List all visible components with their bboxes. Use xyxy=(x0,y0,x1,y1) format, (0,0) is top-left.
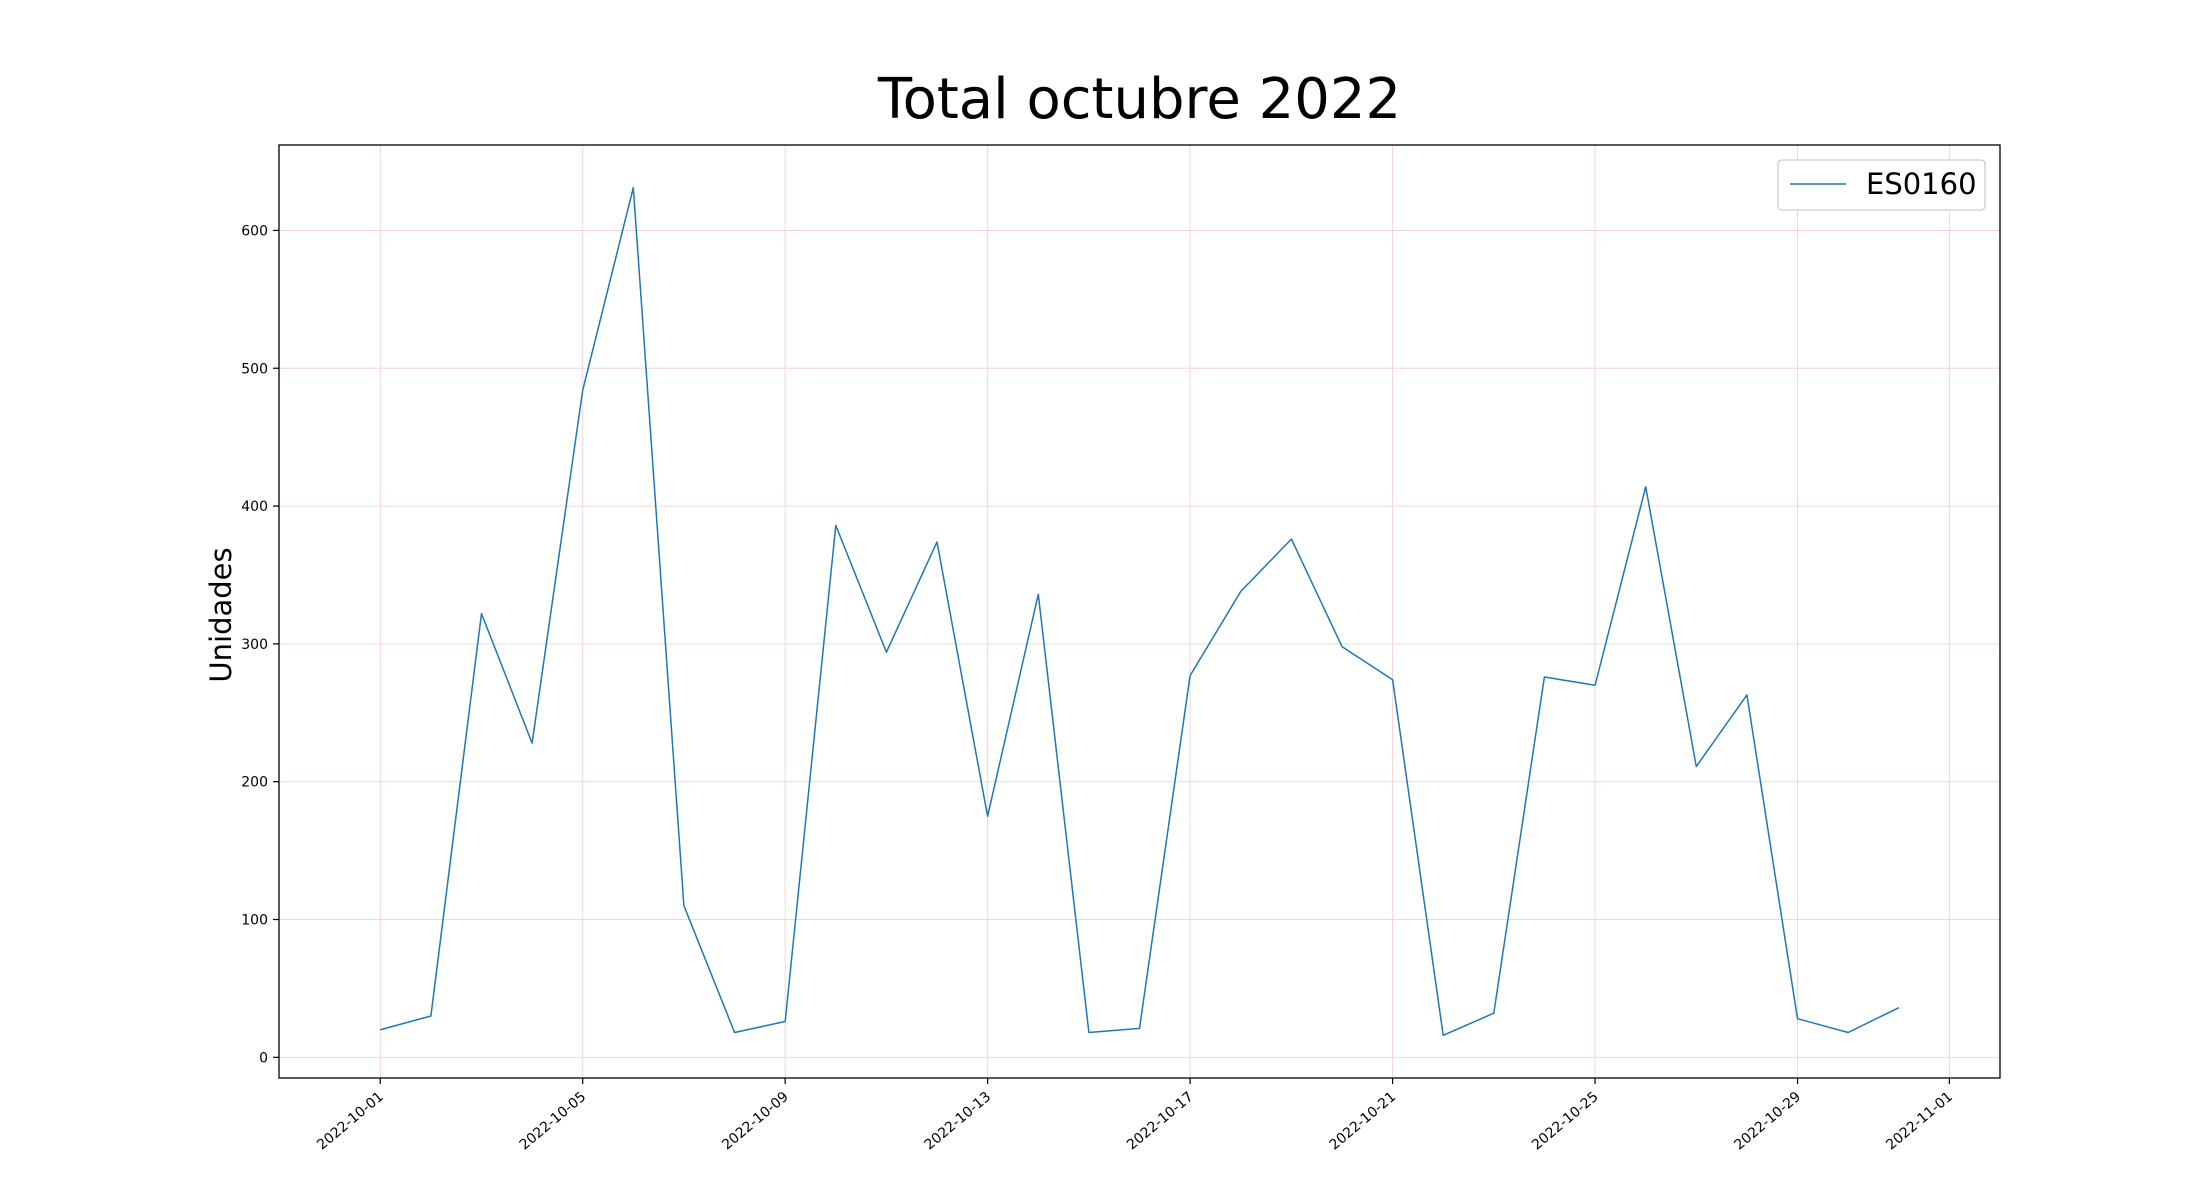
y-axis: 0 100 200 300 400 500 600 xyxy=(241,223,279,1066)
y-tick-label: 0 xyxy=(259,1050,268,1066)
y-tick-label: 600 xyxy=(241,223,268,239)
x-tick-label: 2022-10-05 xyxy=(517,1089,590,1154)
series-line xyxy=(380,186,1900,1037)
y-tick-label: 200 xyxy=(241,775,268,791)
y-tick-label: 100 xyxy=(241,913,268,929)
legend-label: ES0160 xyxy=(1866,167,1977,201)
y-tick-label: 500 xyxy=(241,361,268,377)
legend-box xyxy=(1777,159,1986,211)
x-tick-label: 2022-11-01 xyxy=(1883,1089,1956,1154)
x-tick-label: 2022-10-01 xyxy=(314,1089,387,1154)
x-tick-label: 2022-10-25 xyxy=(1529,1089,1602,1154)
legend: ES0160 xyxy=(1777,159,1986,211)
x-tick-label: 2022-10-13 xyxy=(922,1089,995,1154)
plot-frame xyxy=(278,144,2001,1079)
series-layer xyxy=(380,186,1900,1037)
x-tick-label: 2022-10-09 xyxy=(719,1089,792,1154)
y-tick-label: 300 xyxy=(241,637,268,653)
y-tick-label: 400 xyxy=(241,499,268,515)
x-tick-label: 2022-10-21 xyxy=(1327,1089,1400,1154)
x-tick-label: 2022-10-17 xyxy=(1124,1089,1197,1154)
x-tick-label: 2022-10-29 xyxy=(1731,1089,1804,1154)
grid-lines xyxy=(279,145,2000,1078)
chart-title: Total octubre 2022 xyxy=(877,67,1402,132)
x-axis: 2022-10-01 2022-10-05 2022-10-09 2022-10-13… xyxy=(314,1078,1956,1153)
y-axis-label: Unidades xyxy=(204,547,238,682)
